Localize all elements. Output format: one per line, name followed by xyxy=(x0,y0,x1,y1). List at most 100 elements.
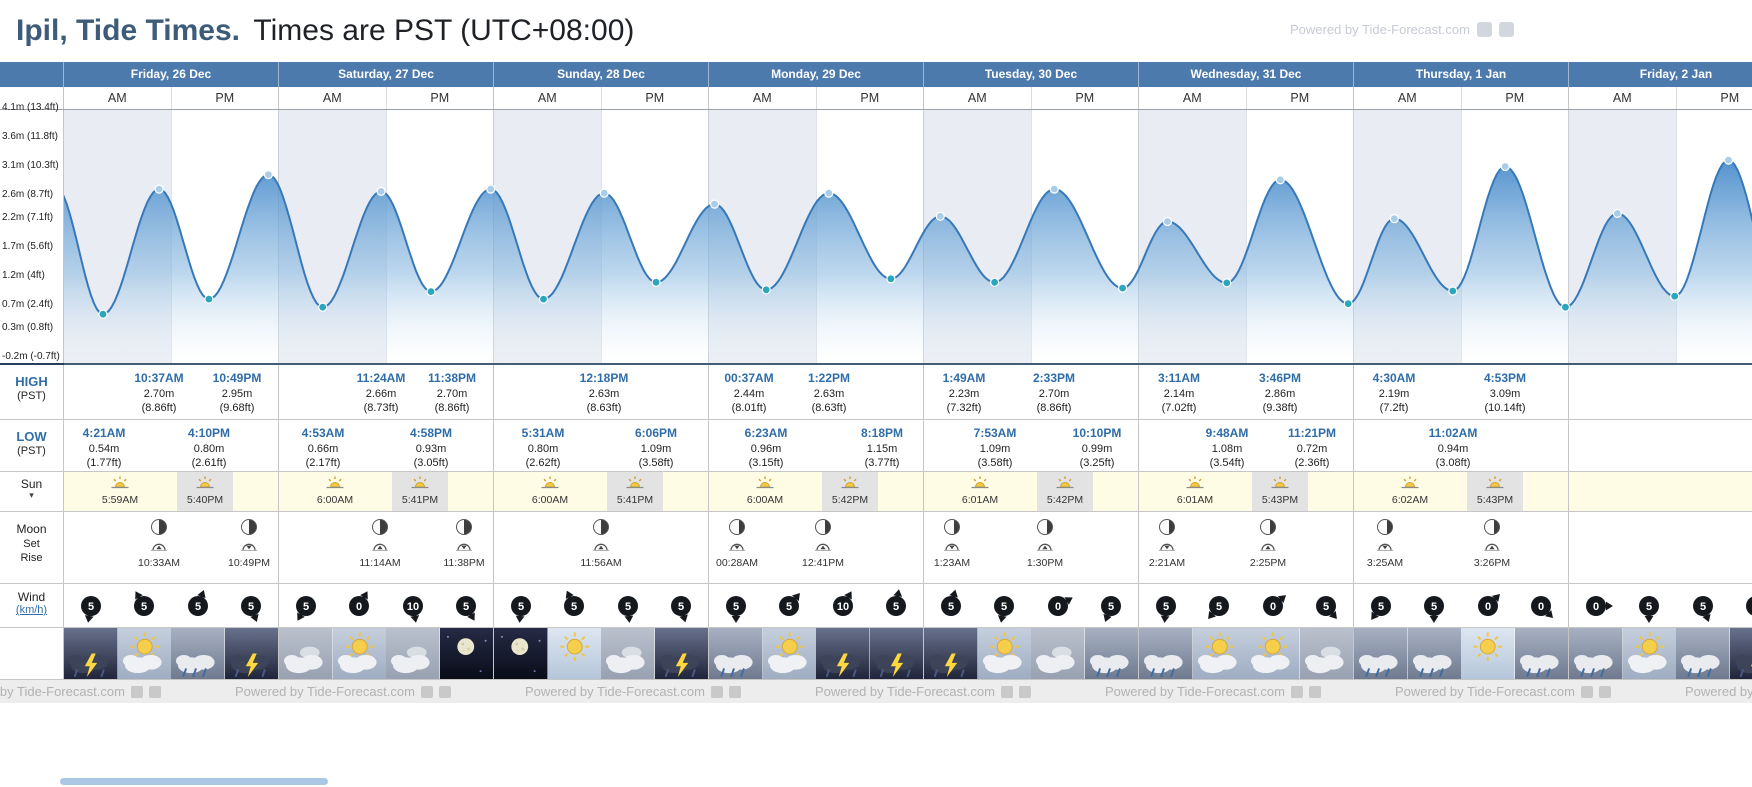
weather-partly-icon xyxy=(1246,628,1300,679)
moon-cell-6: 2:21AM 2:25PM xyxy=(1139,512,1354,583)
tide-time: 11:38PM xyxy=(427,371,477,385)
tide-height-ft: (8.01ft) xyxy=(731,401,767,414)
svg-text:5: 5 xyxy=(1646,601,1652,613)
weather-rain-icon xyxy=(1084,628,1138,679)
wind-arrow-icon[interactable]: 0 xyxy=(1031,584,1085,627)
sunrise-icon xyxy=(326,476,344,493)
tide-curve-line xyxy=(64,159,1752,316)
weather-cloudy-icon xyxy=(279,628,333,679)
low-row-label: LOW (PST) xyxy=(0,420,64,471)
wind-arrow-icon[interactable]: 5 xyxy=(440,584,494,627)
moon-time: 1:23AM xyxy=(933,557,971,569)
moon-phase-icon xyxy=(729,519,745,535)
wind-arrow-icon[interactable]: 5 xyxy=(1408,584,1462,627)
day-header-3: Sunday, 28 Dec xyxy=(494,62,709,87)
svg-text:5: 5 xyxy=(1108,601,1114,613)
moon-rise-icon xyxy=(593,538,609,555)
moon-rise-icon xyxy=(1260,538,1276,555)
tide-height-m: 2.70m xyxy=(436,387,468,400)
footer-powered-text: Powered by Tide-Forecast.com xyxy=(235,684,415,699)
wind-arrow-icon[interactable]: 5 xyxy=(225,584,279,627)
moon-rise-entry: 1:30PM xyxy=(1015,519,1075,569)
share-icon[interactable] xyxy=(1476,22,1492,37)
wind-arrow-icon[interactable]: 0 xyxy=(1569,584,1623,627)
axis-tick-label: 2.6m (8.7ft) xyxy=(2,189,54,200)
wind-arrow-icon[interactable]: 5 xyxy=(1139,584,1193,627)
moon-phase-icon xyxy=(1377,519,1393,535)
wind-arrow-icon[interactable]: 5 xyxy=(1354,584,1408,627)
wind-arrow-icon[interactable]: 0 xyxy=(1515,584,1569,627)
sunset-icon xyxy=(196,476,214,493)
ampm-cell-4: AM PM xyxy=(709,87,924,109)
wind-arrow-icon[interactable]: 10 xyxy=(816,584,870,627)
wind-cell-4: 5 5 10 5 xyxy=(709,584,924,627)
moon-set-icon xyxy=(944,538,960,555)
am-label: AM xyxy=(1139,87,1247,109)
weather-cell-4 xyxy=(709,628,924,679)
weather-storm-icon xyxy=(924,628,978,679)
wind-arrow-icon[interactable]: 5 xyxy=(1623,584,1677,627)
footer-share-icon xyxy=(1018,685,1031,698)
tide-height-m: 0.80m xyxy=(527,442,559,455)
sunset-time: 5:40PM xyxy=(186,494,224,506)
low-cell-4: 6:23AM 0.96m (3.15ft) 8:18PM 1.15m (3.77ft) xyxy=(709,420,924,471)
page-header: Ipil, Tide Times. Times are PST (UTC+08:… xyxy=(0,0,1752,62)
ampm-cell-7: AM PM xyxy=(1354,87,1569,109)
wind-arrow-icon[interactable]: 5 xyxy=(1193,584,1247,627)
low-cell-5: 7:53AM 1.09m (3.58ft) 10:10PM 0.99m (3.25ft) xyxy=(924,420,1139,471)
tide-time: 4:53AM xyxy=(301,426,345,440)
am-label: AM xyxy=(64,87,172,109)
weather-storm-icon xyxy=(1729,628,1752,679)
wind-arrow-icon[interactable]: 5 xyxy=(870,584,924,627)
wind-unit-link[interactable]: (km/h) xyxy=(15,604,48,616)
wind-arrow-icon[interactable]: 5 xyxy=(548,584,602,627)
weather-cloudy-icon xyxy=(386,628,440,679)
moon-cell-8 xyxy=(1569,512,1752,583)
footer-share-icon xyxy=(1290,685,1303,698)
wind-arrow-icon[interactable]: 0 xyxy=(1461,584,1515,627)
high-tide-entry: 4:30AM 2.19m (7.2ft) xyxy=(1352,371,1436,415)
wind-arrow-icon[interactable]: 5 xyxy=(1676,584,1730,627)
weather-cell-7 xyxy=(1354,628,1569,679)
wind-arrow-icon[interactable]: 5 xyxy=(601,584,655,627)
wind-arrow-icon[interactable]: 5 xyxy=(1300,584,1354,627)
moon-rise-icon xyxy=(1484,538,1500,555)
wind-arrow-icon[interactable]: 5 xyxy=(64,584,118,627)
weather-partly-icon xyxy=(332,628,386,679)
tide-time: 11:02AM xyxy=(1428,426,1478,440)
wind-arrow-icon[interactable]: 5 xyxy=(1085,584,1139,627)
moon-set-label: Set xyxy=(23,538,40,550)
wind-arrow-icon[interactable]: 10 xyxy=(386,584,440,627)
wind-arrow-icon[interactable]: 5 xyxy=(279,584,333,627)
tide-height-ft: (3.58ft) xyxy=(977,456,1013,469)
wind-arrow-icon[interactable]: 5 xyxy=(655,584,709,627)
tide-low-dot xyxy=(538,294,549,304)
weather-storm-icon xyxy=(654,628,708,679)
tide-height-ft: (8.86ft) xyxy=(141,401,177,414)
wind-arrow-icon[interactable]: 5 xyxy=(171,584,225,627)
wind-cell-7: 5 5 0 0 xyxy=(1354,584,1569,627)
tide-time: 7:53AM xyxy=(973,426,1017,440)
wind-arrow-icon[interactable]: 5 xyxy=(494,584,548,627)
wind-arrow-icon[interactable]: 0 xyxy=(1246,584,1300,627)
pm-label: PM xyxy=(1075,91,1095,105)
wind-arrow-icon[interactable]: 5 xyxy=(978,584,1032,627)
share-icon[interactable] xyxy=(1498,22,1514,37)
wind-arrow-icon[interactable]: 5 xyxy=(924,584,978,627)
moon-rise-entry: 10:33AM xyxy=(129,519,189,569)
footer-powered-by: Powered by Tide-Forecast.com xyxy=(1685,680,1752,703)
tide-height-ft: (8.86ft) xyxy=(434,401,470,414)
horizontal-scrollbar-thumb[interactable] xyxy=(60,778,328,785)
tide-time: 4:58PM xyxy=(409,426,453,440)
wind-arrow-icon[interactable]: 0 xyxy=(333,584,387,627)
tide-height-m: 2.70m xyxy=(1038,387,1070,400)
moon-rise-entry: 3:26PM xyxy=(1462,519,1522,569)
wind-arrow-icon[interactable]: 5 xyxy=(118,584,172,627)
tide-height-m: 2.23m xyxy=(948,387,980,400)
wind-arrow-icon[interactable]: 0 xyxy=(1730,584,1752,627)
wind-arrow-icon[interactable]: 5 xyxy=(709,584,763,627)
wind-arrow-icon[interactable]: 5 xyxy=(763,584,817,627)
weather-cell-6 xyxy=(1139,628,1354,679)
sunrise-icon xyxy=(1186,476,1204,493)
moon-time: 11:14AM xyxy=(359,557,401,569)
